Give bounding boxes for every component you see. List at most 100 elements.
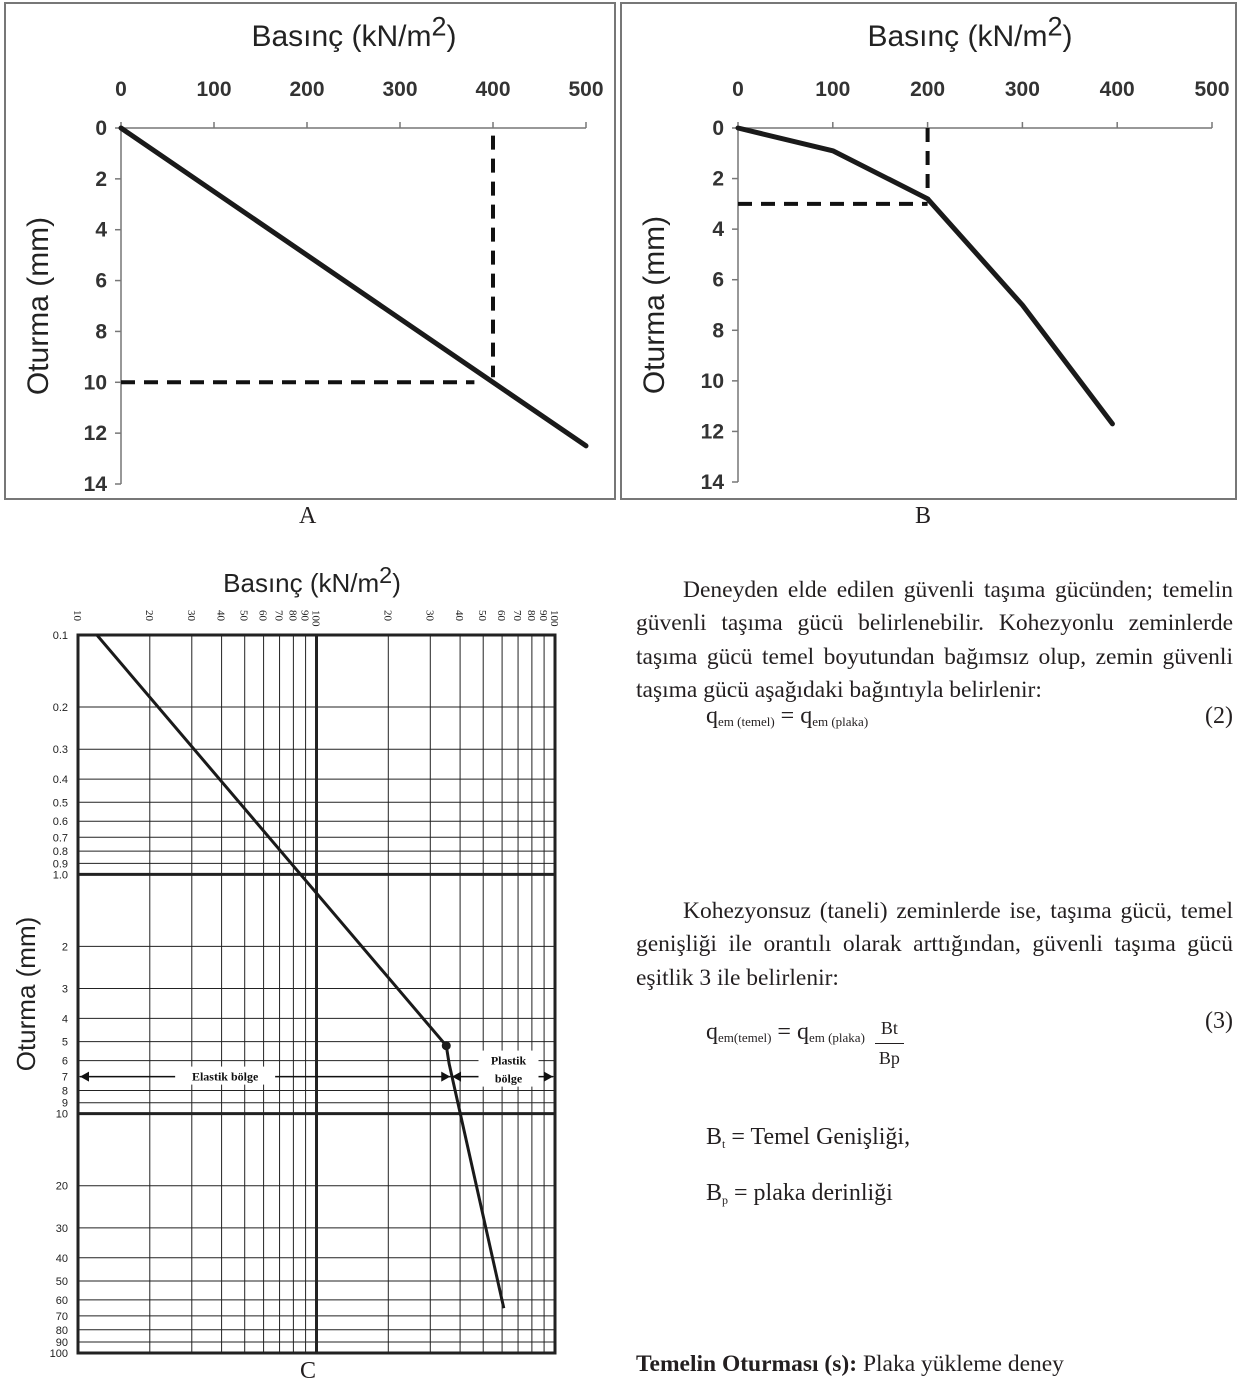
y-tick-label: 10 [84,371,107,394]
x-tick-label: 50 [238,610,250,622]
y-tick-label: 0.3 [53,744,68,756]
y-tick-label: 14 [701,471,725,494]
chart-a-caption: A [299,503,317,529]
chart-a-panel: Basınç (kN/m2) 0 100 200 300 400 500 0 2 4 6 8 10 12 1… [4,2,616,500]
y-tick-label: 4 [95,219,107,242]
y-tick-label: 0 [712,117,724,140]
y-tick-label: 4 [62,1013,68,1025]
chart-c-caption: C [300,1358,317,1384]
eq2-sub-plaka: em (plaka) [812,714,869,729]
paragraph-bearing-capacity: Deneyden elde edilen güvenli taşıma gücü… [636,577,1233,704]
y-tick-label: 8 [62,1085,68,1097]
elastic-arrow-right-head [441,1071,451,1082]
y-tick-label: 0.6 [53,816,68,828]
elastic-arrow-left-head [80,1071,89,1082]
eq3-sub-plaka: em (plaka) [808,1030,865,1046]
x-tick-label: 200 [289,78,324,101]
x-tick-label: 400 [1100,78,1135,101]
eq3-numerator: Bt [874,1018,904,1044]
x-tick-label: 40 [215,610,227,622]
x-tick-label: 0 [732,78,744,101]
x-tick-label: 100 [815,78,850,101]
equation-3-number: (3) [1205,1008,1233,1034]
y-tick-label: 8 [95,320,107,343]
def1-text: = Temel Genişliği, [725,1124,911,1150]
x-tick-label: 40 [453,610,465,622]
chart-b-caption: B [915,503,932,529]
y-tick-label: 0.2 [53,702,68,714]
x-tick-label: 200 [910,78,945,101]
y-axis-label: Oturma (mm) [22,217,55,395]
equation-2-number: (2) [1205,703,1233,729]
chart-title: Basınç (kN/m2) [251,12,456,54]
y-tick-label: 80 [56,1325,68,1337]
y-tick-label: 2 [95,168,107,191]
y-tick-label: 0 [95,117,107,140]
chart-b: Basınç (kN/m2) 0 100 200 300 400 500 0 2 4 6 8 10 12 1… [638,12,1230,495]
series-line [735,125,1115,427]
x-tick-label: 30 [423,610,435,622]
eq3-equals-q: = q [771,1019,809,1046]
x-tick-label: 50 [476,610,488,622]
y-tick-label: 10 [56,1109,68,1121]
y-tick-label: 0.8 [53,846,68,858]
yield-point-marker [441,1041,451,1051]
x-tick-label: 400 [475,78,510,101]
y-tick-label: 10 [701,370,724,393]
chart-a: Basınç (kN/m2) 0 100 200 300 400 500 0 2 4 6 8 10 12 1… [22,12,604,497]
eq3-sub-temel: em(temel) [718,1030,772,1046]
def1-subscript: t [722,1137,726,1151]
y-tick-label: 4 [712,218,724,241]
settlement-heading: Temelin Oturması (s): [636,1351,858,1377]
x-tick-label: 70 [273,610,285,622]
x-tick-label: 300 [1005,78,1040,101]
definition-bp: Bp = plaka derinliği [706,1180,893,1208]
x-tick-label: 10 [71,610,83,622]
eq2-sub-temel: em (temel) [718,714,775,729]
y-tick-label: 12 [701,420,724,443]
x-tick-label: 100 [548,610,560,627]
y-tick-label: 0.7 [53,832,68,844]
chart-c-panel: Basınç (kN/m2) 10 20 30 40 50 60 70 80 90 100 20 30 4… [0,560,580,1360]
series-line [95,634,506,1309]
y-tick-label: 70 [56,1311,68,1323]
y-tick-label: 14 [84,473,108,496]
y-tick-label: 0.4 [53,774,68,786]
eq2-equals-q: = q [774,703,813,729]
x-tick-label: 100 [196,78,231,101]
y-tick-label: 6 [62,1056,68,1068]
y-tick-label: 8 [712,319,724,342]
plastic-region-label: Plastik [491,1054,527,1068]
x-tick-label: 0 [115,78,127,101]
y-tick-label: 2 [62,941,68,953]
chart-title: Basınç (kN/m2) [223,562,401,598]
y-axis-label: Oturma (mm) [638,216,671,394]
y-tick-label: 1.0 [53,869,68,881]
x-tick-label: 90 [299,610,311,622]
x-tick-label: 70 [511,610,523,622]
paragraph-settlement: Temelin Oturması (s): Plaka yükleme dene… [636,1348,1233,1381]
x-tick-label: 30 [185,610,197,622]
y-tick-label: 100 [50,1348,68,1360]
y-tick-label: 0.5 [53,797,68,809]
y-tick-label: 6 [712,269,724,292]
equation-2: qem (temel) = qem (plaka) (2) [706,703,1233,743]
x-tick-label: 90 [537,610,549,622]
paragraph-cohesionless: Kohezyonsuz (taneli) zeminlerde ise, taş… [636,898,1233,991]
x-tick-label: 500 [1194,78,1229,101]
y-tick-label: 40 [56,1253,68,1265]
y-tick-label: 6 [95,270,107,293]
eq3-q: q [706,1019,718,1046]
y-axis-label: Oturma (mm) [11,917,41,1072]
plastic-label-bg [478,1050,539,1087]
y-tick-label: 12 [84,422,107,445]
plastic-arrow-right-head [544,1071,553,1082]
settlement-text: Plaka yükleme deney [857,1351,1064,1377]
y-tick-label: 3 [62,984,68,996]
eq3-denominator: Bp [878,1048,900,1068]
def2-subscript: p [722,1193,729,1207]
elastic-region-label: Elastik bölge [192,1070,259,1084]
x-tick-label: 300 [382,78,417,101]
y-tick-label: 0.1 [53,630,68,642]
